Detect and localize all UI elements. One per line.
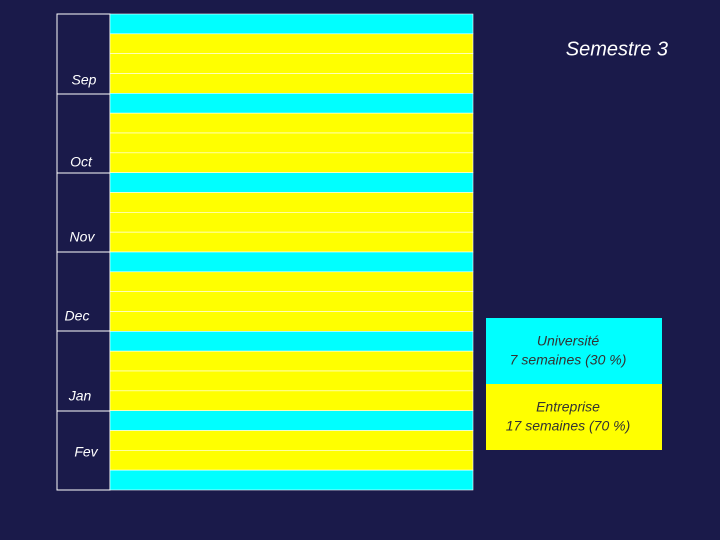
week-row: [109, 390, 474, 411]
legend-label: Entreprise: [536, 399, 600, 415]
week-row: [109, 450, 474, 471]
month-label: Sep: [72, 72, 97, 88]
month-label: Fev: [74, 444, 98, 460]
week-row: [109, 430, 474, 451]
legend-box: [486, 318, 662, 384]
week-row: [109, 172, 474, 193]
legend-box: [486, 384, 662, 450]
week-row: [109, 192, 474, 213]
week-row: [109, 212, 474, 233]
week-row: [109, 271, 474, 292]
month-label: Oct: [70, 154, 93, 170]
week-row: [109, 73, 474, 94]
week-row: [109, 152, 474, 173]
week-row: [109, 469, 474, 491]
month-label: Dec: [65, 308, 90, 324]
week-row: [109, 33, 474, 54]
week-row: [109, 132, 474, 154]
week-row: [109, 251, 474, 273]
legend-detail: 7 semaines (30 %): [510, 352, 627, 368]
week-row: [109, 370, 474, 392]
month-label: Jan: [68, 388, 92, 404]
title: Semestre 3: [566, 38, 668, 60]
week-row: [109, 291, 474, 312]
week-row: [109, 112, 474, 134]
week-row: [109, 93, 474, 114]
week-row: [109, 53, 474, 74]
week-row: [109, 13, 474, 35]
week-row: [109, 350, 474, 372]
week-row: [109, 231, 474, 253]
month-label: Nov: [70, 229, 96, 245]
week-row: [109, 311, 474, 332]
week-row: [109, 331, 474, 352]
legend-label: Université: [537, 333, 599, 349]
week-row: [109, 410, 474, 431]
legend-detail: 17 semaines (70 %): [506, 418, 631, 434]
